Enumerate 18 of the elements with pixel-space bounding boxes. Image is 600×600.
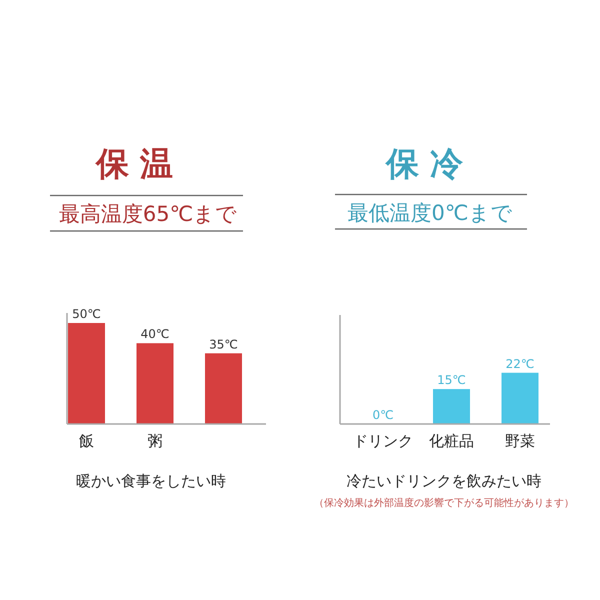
x-tick-label: 粥 <box>148 432 162 450</box>
chart-title: 保温 <box>95 144 184 183</box>
data-label: 0℃ <box>372 408 394 422</box>
chart-title: 保冷 <box>385 144 474 183</box>
text: （保冷効果は外部温度の影響で下がる可能性があります） <box>314 497 574 509</box>
chart-subtitle: 最高温度65℃まで <box>58 202 238 226</box>
data-label: 22℃ <box>506 356 534 371</box>
x-tick-label: 飯 <box>79 432 94 450</box>
data-label: 50℃ <box>72 306 101 321</box>
x-axis-title: 冷たいドリンクを飲みたい時 <box>346 472 542 490</box>
data-label: 40℃ <box>140 327 170 342</box>
x-tick-label: ドリンク <box>353 432 413 450</box>
data-label: 15℃ <box>437 373 466 388</box>
chart-subtitle: 最低温度0℃まで <box>348 201 512 225</box>
x-tick-label: 化粧品 <box>429 432 474 450</box>
x-tick-label: 野菜 <box>505 432 535 450</box>
data-label: 35℃ <box>209 337 238 352</box>
x-axis-title: 暖かい食事をしたい時 <box>76 472 226 490</box>
